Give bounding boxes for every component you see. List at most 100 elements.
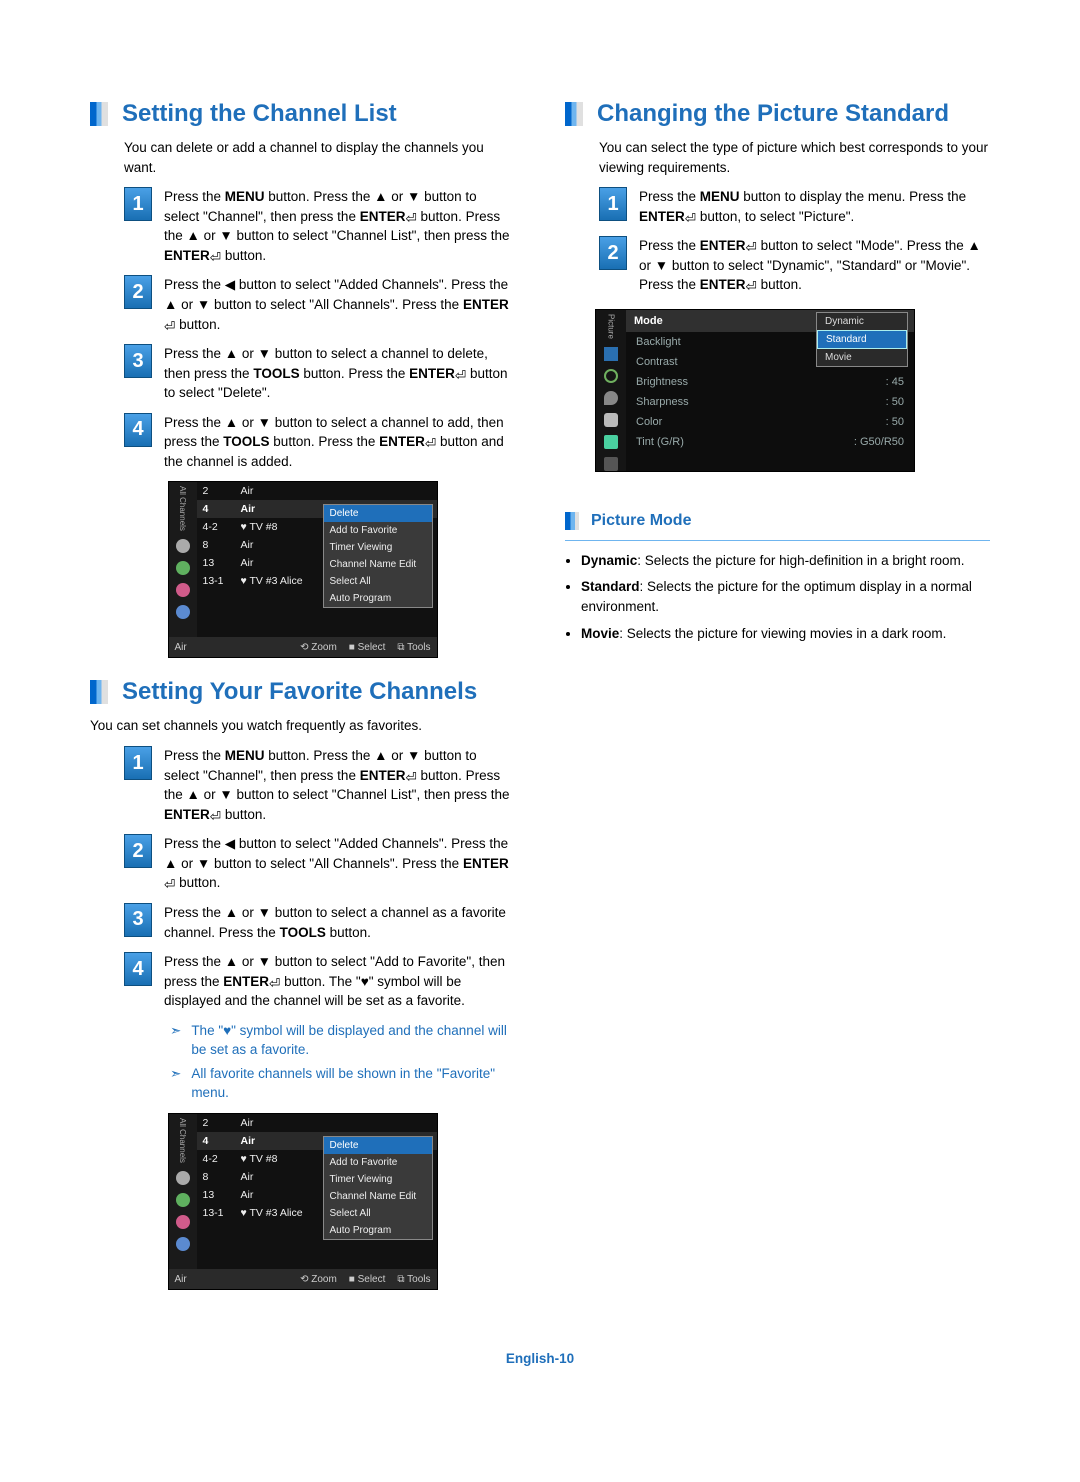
popup-item[interactable]: Channel Name Edit: [324, 556, 432, 573]
picture-setting-row[interactable]: Color: 50: [626, 412, 914, 432]
section-title-picture-standard: Changing the Picture Standard: [565, 100, 990, 128]
input-icon: [604, 435, 618, 449]
popup-item[interactable]: Auto Program: [324, 1222, 432, 1239]
step-number-icon: 2: [599, 236, 627, 270]
step-number-icon: 4: [124, 952, 152, 986]
channel-list-ui: All Channels 2Air4Air4-2♥ TV #88Air13Air…: [168, 1113, 438, 1290]
footer-hint: ■ Select: [349, 642, 386, 653]
channel-list-screenshot: All Channels 2Air4Air4-2♥ TV #88Air13Air…: [168, 481, 438, 658]
intro-picture-standard: You can select the type of picture which…: [599, 138, 990, 177]
step-row: 1 Press the MENU button. Press the ▲ or …: [124, 187, 515, 265]
step-text: Press the MENU button. Press the ▲ or ▼ …: [164, 187, 515, 265]
note-arrow-icon: ➣: [170, 1064, 181, 1084]
tools-popup[interactable]: DeleteAdd to FavoriteTimer ViewingChanne…: [323, 504, 433, 608]
picture-mode-item: Standard: Selects the picture for the op…: [581, 577, 990, 618]
popup-item[interactable]: Auto Program: [324, 590, 432, 607]
footer-label: Air: [175, 1274, 187, 1285]
sidebar-icon: [176, 1237, 190, 1251]
page-columns: Setting the Channel List You can delete …: [90, 100, 990, 1310]
picture-mode-list: Dynamic: Selects the picture for high-de…: [565, 551, 990, 644]
step-text: Press the ENTER⏎ button to select "Mode"…: [639, 236, 990, 295]
popup-item[interactable]: Timer Viewing: [324, 539, 432, 556]
popup-item[interactable]: Select All: [324, 1205, 432, 1222]
sidebar-icon: [176, 583, 190, 597]
channel-list-sidebar: All Channels: [169, 482, 197, 637]
step-text: Press the MENU button. Press the ▲ or ▼ …: [164, 746, 515, 824]
popup-item[interactable]: Select All: [324, 573, 432, 590]
step-number-icon: 2: [124, 275, 152, 309]
footer-hint: ⧉ Tools: [397, 1274, 430, 1285]
step-text: Press the ▲ or ▼ button to select a chan…: [164, 903, 515, 942]
step-text: Press the ▲ or ▼ button to select a chan…: [164, 413, 515, 472]
page-footer: English-10: [90, 1350, 990, 1368]
heading-marker-icon: [565, 102, 583, 126]
heading-marker-icon: [90, 680, 108, 704]
drop-icon: [604, 391, 618, 405]
picture-setting-row[interactable]: Tint (G/R): G50/R50: [626, 432, 914, 452]
note-row: ➣ All favorite channels will be shown in…: [170, 1064, 515, 1103]
note-text: The "♥" symbol will be displayed and the…: [191, 1021, 515, 1060]
step-row: 1 Press the MENU button to display the m…: [599, 187, 990, 226]
step-number-icon: 1: [124, 746, 152, 780]
left-column: Setting the Channel List You can delete …: [90, 100, 515, 1310]
sidebar-icon: [176, 1215, 190, 1229]
mode-option[interactable]: Movie: [817, 349, 907, 366]
step-text: Press the ◀ button to select "Added Chan…: [164, 275, 515, 334]
step-row: 2 Press the ◀ button to select "Added Ch…: [124, 275, 515, 334]
gear-icon: [604, 413, 618, 427]
step-number-icon: 2: [124, 834, 152, 868]
popup-item[interactable]: Delete: [324, 505, 432, 522]
step-row: 4 Press the ▲ or ▼ button to select a ch…: [124, 413, 515, 472]
mode-option[interactable]: Dynamic: [817, 313, 907, 330]
channel-row[interactable]: 2Air: [197, 1114, 437, 1132]
channel-list-footer: Air ⟲ Zoom ■ Select ⧉ Tools: [169, 637, 437, 657]
step-text: Press the ◀ button to select "Added Chan…: [164, 834, 515, 893]
tools-popup[interactable]: DeleteAdd to FavoriteTimer ViewingChanne…: [323, 1136, 433, 1240]
subheading-picture-mode: Picture Mode: [591, 512, 691, 530]
channel-row[interactable]: 2Air: [197, 482, 437, 500]
sidebar-icon: [176, 561, 190, 575]
popup-item[interactable]: Timer Viewing: [324, 1171, 432, 1188]
subheading-marker-icon: [565, 512, 579, 530]
popup-item[interactable]: Channel Name Edit: [324, 1188, 432, 1205]
section-title-favorite: Setting Your Favorite Channels: [90, 678, 515, 706]
note-arrow-icon: ➣: [170, 1021, 181, 1041]
footer-hint: ⟲ Zoom: [300, 642, 337, 653]
intro-favorite: You can set channels you watch frequentl…: [90, 716, 515, 736]
picture-setting-row[interactable]: Brightness: 45: [626, 372, 914, 392]
picture-mode-item: Dynamic: Selects the picture for high-de…: [581, 551, 990, 571]
note-row: ➣ The "♥" symbol will be displayed and t…: [170, 1021, 515, 1060]
mode-option[interactable]: Standard: [817, 330, 907, 349]
channel-list-footer: Air ⟲ Zoom ■ Select ⧉ Tools: [169, 1269, 437, 1289]
popup-item[interactable]: Add to Favorite: [324, 1154, 432, 1171]
circle-icon: [604, 369, 618, 383]
footer-hint: ■ Select: [349, 1274, 386, 1285]
popup-item[interactable]: Delete: [324, 1137, 432, 1154]
picture-setting-row[interactable]: Sharpness: 50: [626, 392, 914, 412]
sidebar-label: All Channels: [178, 486, 187, 531]
step-row: 1 Press the MENU button. Press the ▲ or …: [124, 746, 515, 824]
channel-list-screenshot: All Channels 2Air4Air4-2♥ TV #88Air13Air…: [168, 1113, 438, 1290]
sidebar-label: All Channels: [178, 1118, 187, 1163]
intro-channel-list: You can delete or add a channel to displ…: [124, 138, 515, 177]
heading-favorite: Setting Your Favorite Channels: [122, 678, 477, 706]
sidebar-icon: [176, 1171, 190, 1185]
channel-list-ui: All Channels 2Air4Air4-2♥ TV #88Air13Air…: [168, 481, 438, 658]
sidebar-label: Picture: [607, 314, 616, 339]
step-row: 4 Press the ▲ or ▼ button to select "Add…: [124, 952, 515, 1011]
channel-list-main: 2Air4Air4-2♥ TV #88Air13Air13-1♥ TV #3 A…: [197, 482, 437, 637]
step-text: Press the ▲ or ▼ button to select "Add t…: [164, 952, 515, 1011]
right-column: Changing the Picture Standard You can se…: [565, 100, 990, 1310]
mode-popup[interactable]: DynamicStandardMovie: [816, 312, 908, 367]
sidebar-icon: [176, 539, 190, 553]
picture-mode-item: Movie: Selects the picture for viewing m…: [581, 624, 990, 644]
popup-item[interactable]: Add to Favorite: [324, 522, 432, 539]
page-number: English-10: [506, 1351, 574, 1366]
footer-hint: ⟲ Zoom: [300, 1274, 337, 1285]
step-text: Press the ▲ or ▼ button to select a chan…: [164, 344, 515, 403]
picture-menu-screenshot: Picture Mode Backlight: 7Contrast: 95Bri…: [595, 309, 915, 472]
subsection-title-picture-mode: Picture Mode: [565, 512, 990, 530]
step-row: 3 Press the ▲ or ▼ button to select a ch…: [124, 344, 515, 403]
subheading-rule: [565, 540, 990, 541]
footer-hint: ⧉ Tools: [397, 642, 430, 653]
